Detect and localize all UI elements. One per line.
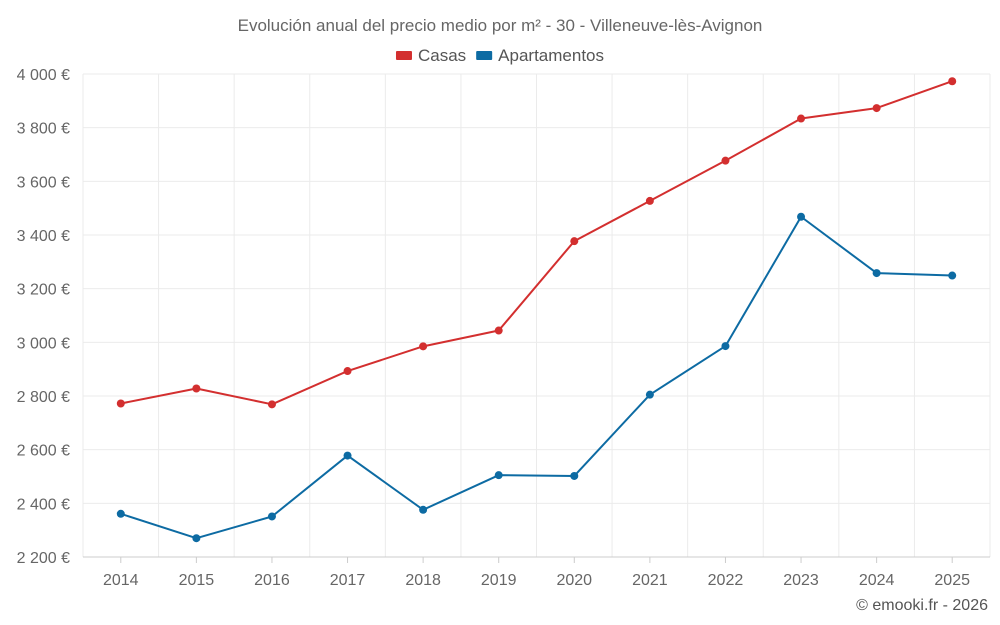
x-tick-label: 2017	[330, 572, 366, 589]
data-point[interactable]	[721, 156, 730, 165]
y-tick-label: 2 600 €	[17, 443, 70, 460]
data-point[interactable]	[116, 399, 125, 408]
y-tick-label: 3 200 €	[17, 282, 70, 299]
y-tick-label: 2 400 €	[17, 496, 70, 513]
data-point[interactable]	[494, 326, 503, 335]
x-tick-label: 2016	[254, 572, 290, 589]
data-point[interactable]	[419, 342, 428, 351]
legend-swatch	[476, 51, 493, 60]
data-point[interactable]	[645, 390, 654, 399]
series-group	[116, 77, 957, 543]
y-tick-label: 3 000 €	[17, 335, 70, 352]
x-tick-label: 2019	[481, 572, 517, 589]
legend-label: Casas	[418, 46, 466, 65]
y-axis-ticks: 2 200 € 2 400 € 2 600 € 2 800 € 3 000 € 3 200…	[17, 67, 70, 567]
data-point[interactable]	[872, 269, 881, 278]
x-tick-label: 2021	[632, 572, 668, 589]
x-tick-label: 2015	[179, 572, 215, 589]
legend-swatch	[395, 51, 412, 60]
data-point[interactable]	[267, 512, 276, 521]
series-line-0	[120, 80, 953, 406]
legend-item[interactable]: Apartamentos	[476, 46, 604, 65]
legend: Casas Apartamentos	[395, 46, 604, 65]
data-point[interactable]	[948, 77, 957, 86]
data-point[interactable]	[797, 212, 806, 221]
y-tick-label: 4 000 €	[17, 67, 70, 84]
data-point[interactable]	[948, 271, 957, 280]
data-point[interactable]	[343, 367, 352, 376]
y-tick-label: 3 800 €	[17, 121, 70, 138]
y-tick-label: 3 600 €	[17, 174, 70, 191]
x-tick-label: 2025	[934, 572, 970, 589]
grid-lines	[82, 73, 991, 558]
data-point[interactable]	[192, 534, 201, 543]
data-point[interactable]	[267, 400, 276, 409]
y-tick-label: 2 800 €	[17, 389, 70, 406]
data-point[interactable]	[570, 237, 579, 246]
chart-title: Evolución anual del precio medio por m² …	[238, 16, 763, 35]
data-point[interactable]	[721, 342, 730, 351]
data-point[interactable]	[797, 114, 806, 123]
x-tick-label: 2020	[556, 572, 592, 589]
credit-text: © emooki.fr - 2026	[856, 597, 988, 614]
x-tick-label: 2014	[103, 572, 139, 589]
x-axis-ticks: 2014 2015 2016 2017 2018 2019 2020 2021 2022 2023…	[103, 557, 970, 589]
y-tick-label: 2 200 €	[17, 550, 70, 567]
x-tick-label: 2023	[783, 572, 819, 589]
series-line-1	[120, 215, 953, 540]
data-point[interactable]	[645, 196, 654, 205]
data-point[interactable]	[343, 451, 352, 460]
data-point[interactable]	[872, 104, 881, 113]
data-point[interactable]	[419, 505, 428, 514]
legend-label: Apartamentos	[498, 46, 604, 65]
x-tick-label: 2022	[708, 572, 744, 589]
data-point[interactable]	[116, 509, 125, 518]
data-point[interactable]	[570, 471, 579, 480]
legend-item[interactable]: Casas	[395, 46, 466, 65]
x-tick-label: 2024	[859, 572, 895, 589]
data-point[interactable]	[494, 471, 503, 480]
x-tick-label: 2018	[405, 572, 441, 589]
data-point[interactable]	[192, 384, 201, 393]
y-tick-label: 3 400 €	[17, 228, 70, 245]
